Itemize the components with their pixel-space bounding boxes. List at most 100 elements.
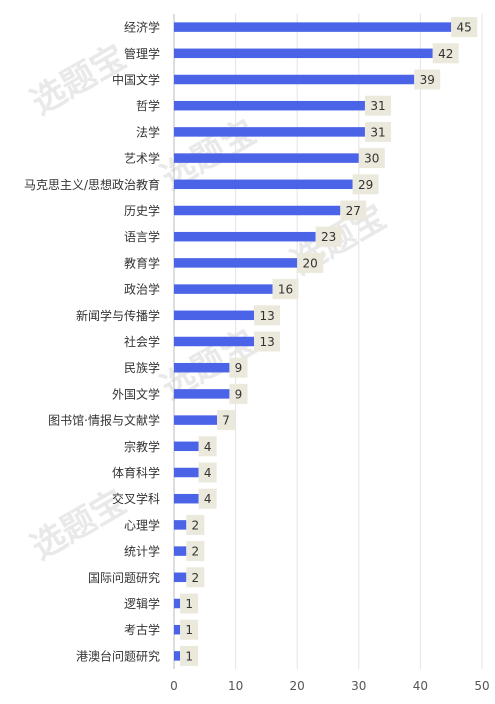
x-tick-label: 40	[413, 679, 428, 693]
bar	[174, 153, 359, 163]
data-label: 20	[303, 256, 318, 270]
bar	[174, 310, 255, 321]
category-label: 新闻学与传播学	[76, 308, 160, 323]
data-label: 1	[185, 597, 193, 611]
bar	[174, 22, 452, 32]
data-label: 1	[185, 649, 193, 663]
category-label: 教育学	[124, 255, 160, 270]
bar	[174, 415, 218, 425]
bar	[174, 467, 199, 478]
category-label: 语言学	[124, 229, 160, 244]
bar	[174, 48, 433, 59]
data-label-background	[180, 619, 199, 640]
data-label-background	[198, 436, 217, 457]
bar	[174, 520, 187, 530]
data-label-background	[297, 252, 324, 273]
data-label-background	[254, 305, 281, 326]
category-label: 心理学	[124, 517, 160, 532]
bar	[174, 127, 365, 137]
data-label-background	[198, 462, 217, 483]
data-label: 27	[346, 204, 361, 218]
data-label-background	[364, 121, 391, 142]
data-label: 4	[204, 492, 212, 506]
category-label: 国际问题研究	[88, 570, 160, 585]
x-tick-label: 50	[474, 679, 489, 693]
bar	[174, 336, 255, 347]
data-label: 39	[420, 73, 435, 87]
bar	[174, 179, 353, 190]
category-label: 艺术学	[124, 151, 160, 166]
data-label-background	[180, 593, 199, 614]
data-label: 31	[370, 99, 385, 113]
bar	[174, 284, 273, 294]
category-label: 体育科学	[112, 465, 160, 480]
data-label-background	[229, 383, 248, 404]
bar	[174, 441, 199, 452]
data-label-background	[186, 567, 205, 588]
bar	[174, 205, 341, 216]
x-tick-label: 0	[170, 679, 178, 693]
category-label: 中国文学	[112, 72, 160, 87]
data-label: 4	[204, 440, 212, 454]
data-label: 1	[185, 623, 193, 637]
data-label: 2	[191, 571, 199, 585]
category-label: 哲学	[136, 98, 160, 113]
category-label: 经济学	[124, 20, 160, 35]
category-label: 民族学	[124, 360, 160, 375]
data-label-background	[229, 357, 248, 378]
data-label: 7	[222, 414, 230, 428]
data-label: 45	[457, 21, 472, 35]
category-label: 法学	[136, 124, 160, 139]
data-label-background	[180, 645, 199, 666]
category-label: 宗教学	[124, 439, 160, 454]
data-label: 23	[321, 230, 336, 244]
x-tick-label: 30	[351, 679, 366, 693]
watermark-layer: 选题宝选题宝选题宝选题宝选题宝	[25, 37, 393, 568]
data-label-background	[186, 541, 205, 562]
data-label-background	[364, 95, 391, 116]
bar	[174, 598, 181, 609]
data-label-background	[340, 200, 367, 221]
data-label: 30	[364, 152, 379, 166]
data-label-background	[186, 514, 205, 535]
data-label: 13	[259, 335, 274, 349]
category-label: 考古学	[124, 622, 160, 637]
data-label: 42	[438, 47, 453, 61]
category-label: 历史学	[124, 203, 160, 218]
category-label: 社会学	[124, 334, 160, 349]
data-label: 29	[358, 178, 373, 192]
category-label: 逻辑学	[124, 596, 160, 611]
data-label-background	[198, 488, 217, 509]
x-ticks-layer: 0 10 20 30 40 50	[170, 679, 489, 693]
data-label-background	[272, 279, 299, 300]
data-label: 13	[259, 309, 274, 323]
data-label-background	[254, 331, 281, 352]
data-label: 2	[191, 545, 199, 559]
category-label: 马克思主义/思想政治教育	[24, 177, 160, 192]
bar	[174, 493, 199, 504]
data-label-background	[358, 148, 385, 169]
category-label: 港澳台问题研究	[76, 648, 160, 663]
data-label-background	[432, 43, 459, 64]
data-label: 16	[278, 283, 293, 297]
data-label-background	[414, 69, 441, 90]
bar	[174, 624, 181, 635]
data-label: 9	[235, 387, 243, 401]
category-label: 交叉学科	[112, 491, 160, 506]
bar	[174, 389, 230, 399]
bar	[174, 546, 187, 556]
data-label: 2	[191, 518, 199, 532]
data-label-background	[315, 226, 342, 247]
bars-layer	[174, 22, 452, 661]
bar	[174, 74, 415, 85]
category-label: 外国文学	[112, 386, 160, 401]
x-tick-label: 10	[228, 679, 243, 693]
bar	[174, 100, 365, 111]
category-label: 政治学	[124, 282, 160, 297]
bar	[174, 572, 187, 583]
bar	[174, 362, 230, 373]
data-label-background	[217, 410, 236, 431]
category-label: 图书馆·情报与文献学	[48, 413, 160, 428]
